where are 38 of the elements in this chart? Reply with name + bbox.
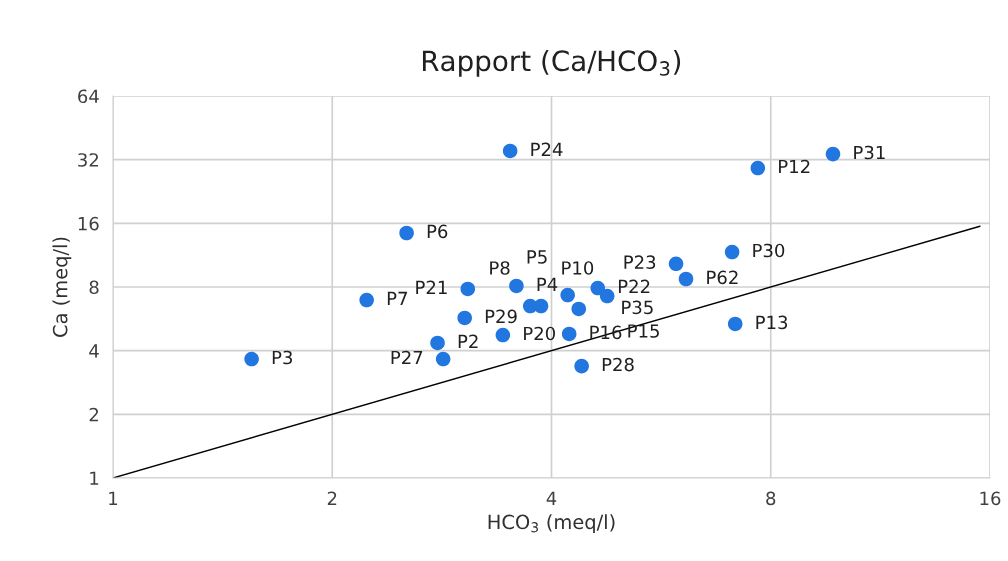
annotation: P30: [753, 243, 785, 258]
y-tick-label: 2: [89, 407, 98, 422]
y-tick-label: 64: [78, 89, 99, 104]
annotation: P22: [618, 279, 650, 294]
annotation: P27: [391, 350, 423, 365]
y-axis-title: Ca (meq/l): [52, 237, 72, 337]
x-tick-label: 8: [766, 491, 776, 506]
annotation: P31: [854, 145, 885, 160]
annotation: P7: [387, 291, 407, 306]
x-tick-label: 1: [109, 491, 118, 505]
annotation: P24: [531, 142, 563, 156]
annotation: P5: [527, 250, 547, 264]
annotation: P10: [562, 261, 594, 275]
annotation: P29: [485, 309, 517, 324]
x-tick-label: 2: [327, 491, 337, 505]
y-tick-label: 4: [89, 344, 99, 358]
annotation: P3: [272, 350, 292, 365]
annotation: P20: [524, 326, 555, 341]
annotation: P28: [602, 357, 634, 372]
annotation: P35: [622, 300, 653, 315]
y-tick-label: 8: [89, 280, 99, 295]
annotation: P15: [628, 324, 659, 338]
annotation: P21: [416, 280, 447, 294]
annotation: P13: [756, 315, 788, 330]
annotation: P6: [427, 224, 448, 239]
x-tick-label: 16: [980, 491, 1001, 506]
x-tick-label: 4: [546, 491, 557, 505]
y-tick-label: 32: [78, 153, 98, 167]
y-tick-label: 1: [90, 471, 99, 485]
annotation: P23: [624, 255, 656, 270]
annotation: P62: [707, 270, 738, 285]
chart-title: Rapport (Ca/HCO$_{3}$): [422, 49, 681, 77]
y-tick-label: 16: [78, 216, 99, 231]
annotation: P12: [779, 159, 810, 174]
annotation: P2: [458, 334, 478, 348]
x-axis-title: HCO$_{3}$ (meq/l): [488, 514, 615, 534]
annotation: P8: [490, 261, 510, 275]
annotation: P4: [537, 277, 558, 291]
